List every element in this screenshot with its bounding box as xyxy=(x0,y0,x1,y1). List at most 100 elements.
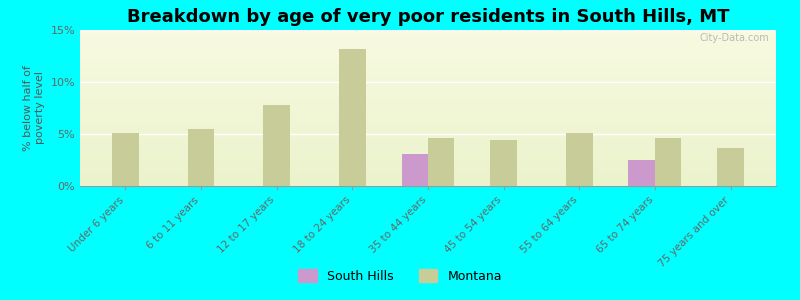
Bar xyxy=(80,99,776,100)
Bar xyxy=(566,133,593,186)
Bar xyxy=(80,66,776,67)
Bar xyxy=(80,57,776,58)
Bar xyxy=(80,159,776,160)
Bar xyxy=(80,104,776,105)
Bar xyxy=(80,164,776,165)
Bar xyxy=(80,120,776,121)
Bar xyxy=(80,176,776,177)
Bar xyxy=(80,84,776,85)
Bar xyxy=(80,121,776,122)
Bar xyxy=(80,107,776,108)
Bar xyxy=(80,179,776,180)
Bar xyxy=(80,79,776,80)
Bar xyxy=(80,58,776,59)
Bar xyxy=(188,129,214,186)
Bar xyxy=(80,106,776,107)
Bar xyxy=(80,139,776,140)
Bar xyxy=(80,91,776,92)
Bar xyxy=(80,59,776,60)
Bar xyxy=(80,132,776,133)
Bar xyxy=(80,177,776,178)
Bar xyxy=(80,119,776,120)
Bar xyxy=(80,49,776,50)
Bar xyxy=(80,169,776,170)
Bar xyxy=(80,145,776,146)
Bar xyxy=(80,64,776,65)
Bar xyxy=(80,112,776,113)
Bar xyxy=(80,59,776,60)
Bar xyxy=(80,85,776,86)
Bar xyxy=(80,122,776,123)
Bar xyxy=(80,156,776,157)
Bar xyxy=(80,38,776,39)
Bar xyxy=(80,93,776,94)
Bar xyxy=(80,55,776,56)
Bar xyxy=(718,148,744,186)
Bar xyxy=(80,157,776,158)
Bar xyxy=(80,120,776,121)
Bar xyxy=(80,33,776,34)
Bar xyxy=(80,51,776,52)
Bar xyxy=(490,140,517,186)
Bar xyxy=(80,89,776,90)
Bar xyxy=(80,109,776,110)
Bar xyxy=(339,49,366,186)
Bar xyxy=(80,96,776,97)
Bar xyxy=(80,76,776,77)
Bar xyxy=(80,35,776,36)
Bar xyxy=(80,123,776,124)
Bar xyxy=(80,38,776,39)
Bar xyxy=(80,81,776,82)
Bar xyxy=(80,36,776,37)
Bar xyxy=(80,166,776,167)
Bar xyxy=(80,180,776,181)
Bar xyxy=(80,77,776,78)
Y-axis label: % below half of
poverty level: % below half of poverty level xyxy=(23,65,45,151)
Bar xyxy=(80,168,776,169)
Bar xyxy=(80,60,776,61)
Bar xyxy=(80,130,776,131)
Bar xyxy=(80,163,776,164)
Bar xyxy=(80,172,776,173)
Bar xyxy=(80,183,776,184)
Bar xyxy=(80,151,776,152)
Bar xyxy=(80,169,776,170)
Bar xyxy=(80,113,776,114)
Bar xyxy=(80,56,776,57)
Bar xyxy=(80,149,776,150)
Bar xyxy=(80,141,776,142)
Bar xyxy=(80,75,776,76)
Bar xyxy=(80,175,776,176)
Bar xyxy=(80,158,776,159)
Bar xyxy=(80,154,776,155)
Bar xyxy=(80,102,776,103)
Bar xyxy=(80,42,776,43)
Bar xyxy=(80,90,776,91)
Bar xyxy=(80,95,776,96)
Bar xyxy=(80,137,776,138)
Bar xyxy=(80,138,776,139)
Bar xyxy=(80,34,776,35)
Bar xyxy=(80,126,776,127)
Bar xyxy=(80,155,776,156)
Bar xyxy=(80,31,776,32)
Bar xyxy=(80,127,776,128)
Bar xyxy=(80,184,776,185)
Bar xyxy=(80,160,776,161)
Bar xyxy=(80,63,776,64)
Bar xyxy=(80,171,776,172)
Bar xyxy=(263,105,290,186)
Bar xyxy=(80,110,776,111)
Bar xyxy=(80,147,776,148)
Bar xyxy=(80,115,776,116)
Bar xyxy=(80,165,776,166)
Bar xyxy=(80,77,776,78)
Bar xyxy=(428,138,454,186)
Bar xyxy=(80,135,776,136)
Bar xyxy=(80,105,776,106)
Bar xyxy=(80,68,776,69)
Bar xyxy=(80,144,776,145)
Bar xyxy=(80,98,776,99)
Bar xyxy=(80,118,776,119)
Bar xyxy=(80,148,776,149)
